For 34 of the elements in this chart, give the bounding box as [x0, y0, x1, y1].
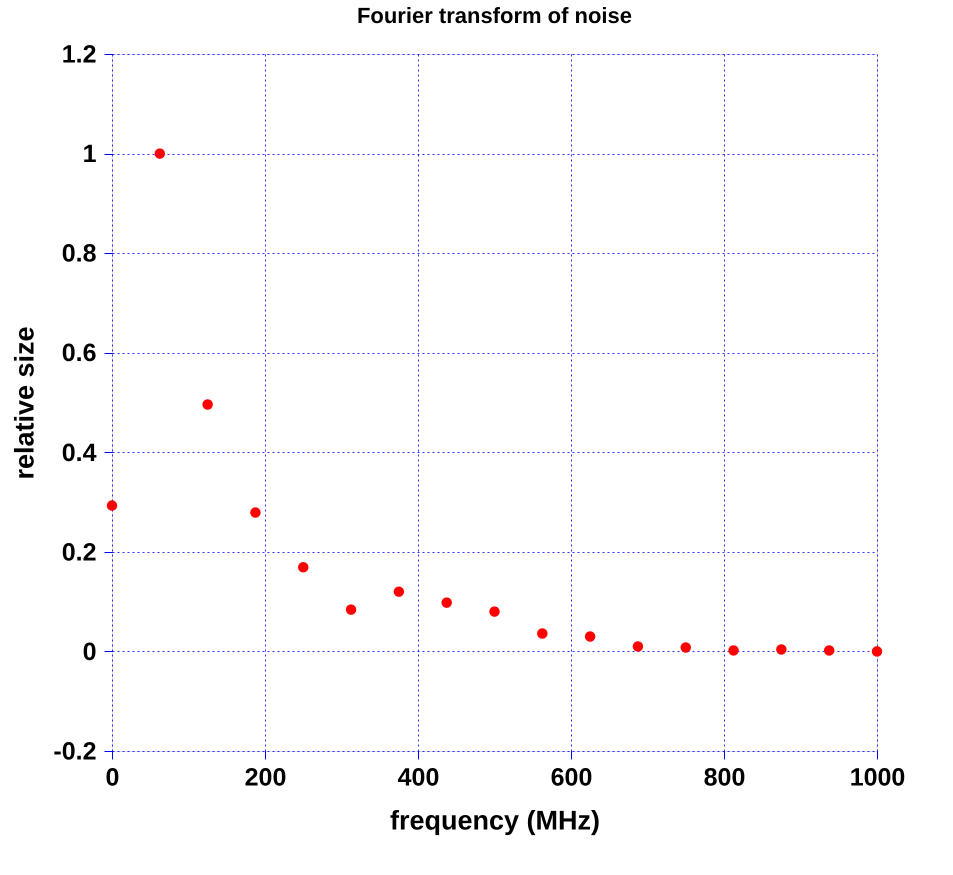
x-axis-title: frequency (MHz)	[390, 806, 600, 836]
y-tick-label: -0.2	[53, 738, 96, 766]
y-tick-label: 0.4	[62, 438, 97, 467]
y-tick-label: 1.2	[62, 40, 96, 68]
y-tick-label: 0.6	[62, 339, 96, 368]
point	[202, 399, 213, 410]
point	[872, 646, 882, 657]
point	[154, 148, 166, 159]
point	[106, 500, 118, 511]
x-tick-label: 0	[106, 764, 120, 792]
point	[776, 644, 787, 655]
point	[824, 645, 834, 656]
point	[680, 642, 691, 653]
point	[584, 631, 596, 642]
x-tick-label: 1000	[850, 764, 906, 792]
point	[441, 597, 452, 608]
point	[394, 586, 404, 597]
x-tick-label: 600	[550, 764, 592, 792]
y-tick-label: 0.2	[62, 538, 96, 566]
x-tick-label: 400	[398, 764, 440, 792]
point	[728, 645, 739, 656]
point	[250, 507, 261, 518]
chart-title: Fourier transform of noise	[356, 3, 632, 28]
point	[632, 641, 644, 652]
y-tick-label: 0.8	[62, 240, 97, 268]
point	[346, 604, 356, 615]
point	[489, 606, 500, 617]
x-tick-label: 800	[704, 764, 746, 792]
x-tick-label: 200	[244, 764, 286, 792]
y-axis-title: relative size	[9, 326, 40, 480]
point	[298, 562, 308, 573]
y-tick-label: 1	[82, 140, 97, 168]
point	[537, 628, 548, 639]
y-tick-label: 0	[82, 638, 96, 666]
